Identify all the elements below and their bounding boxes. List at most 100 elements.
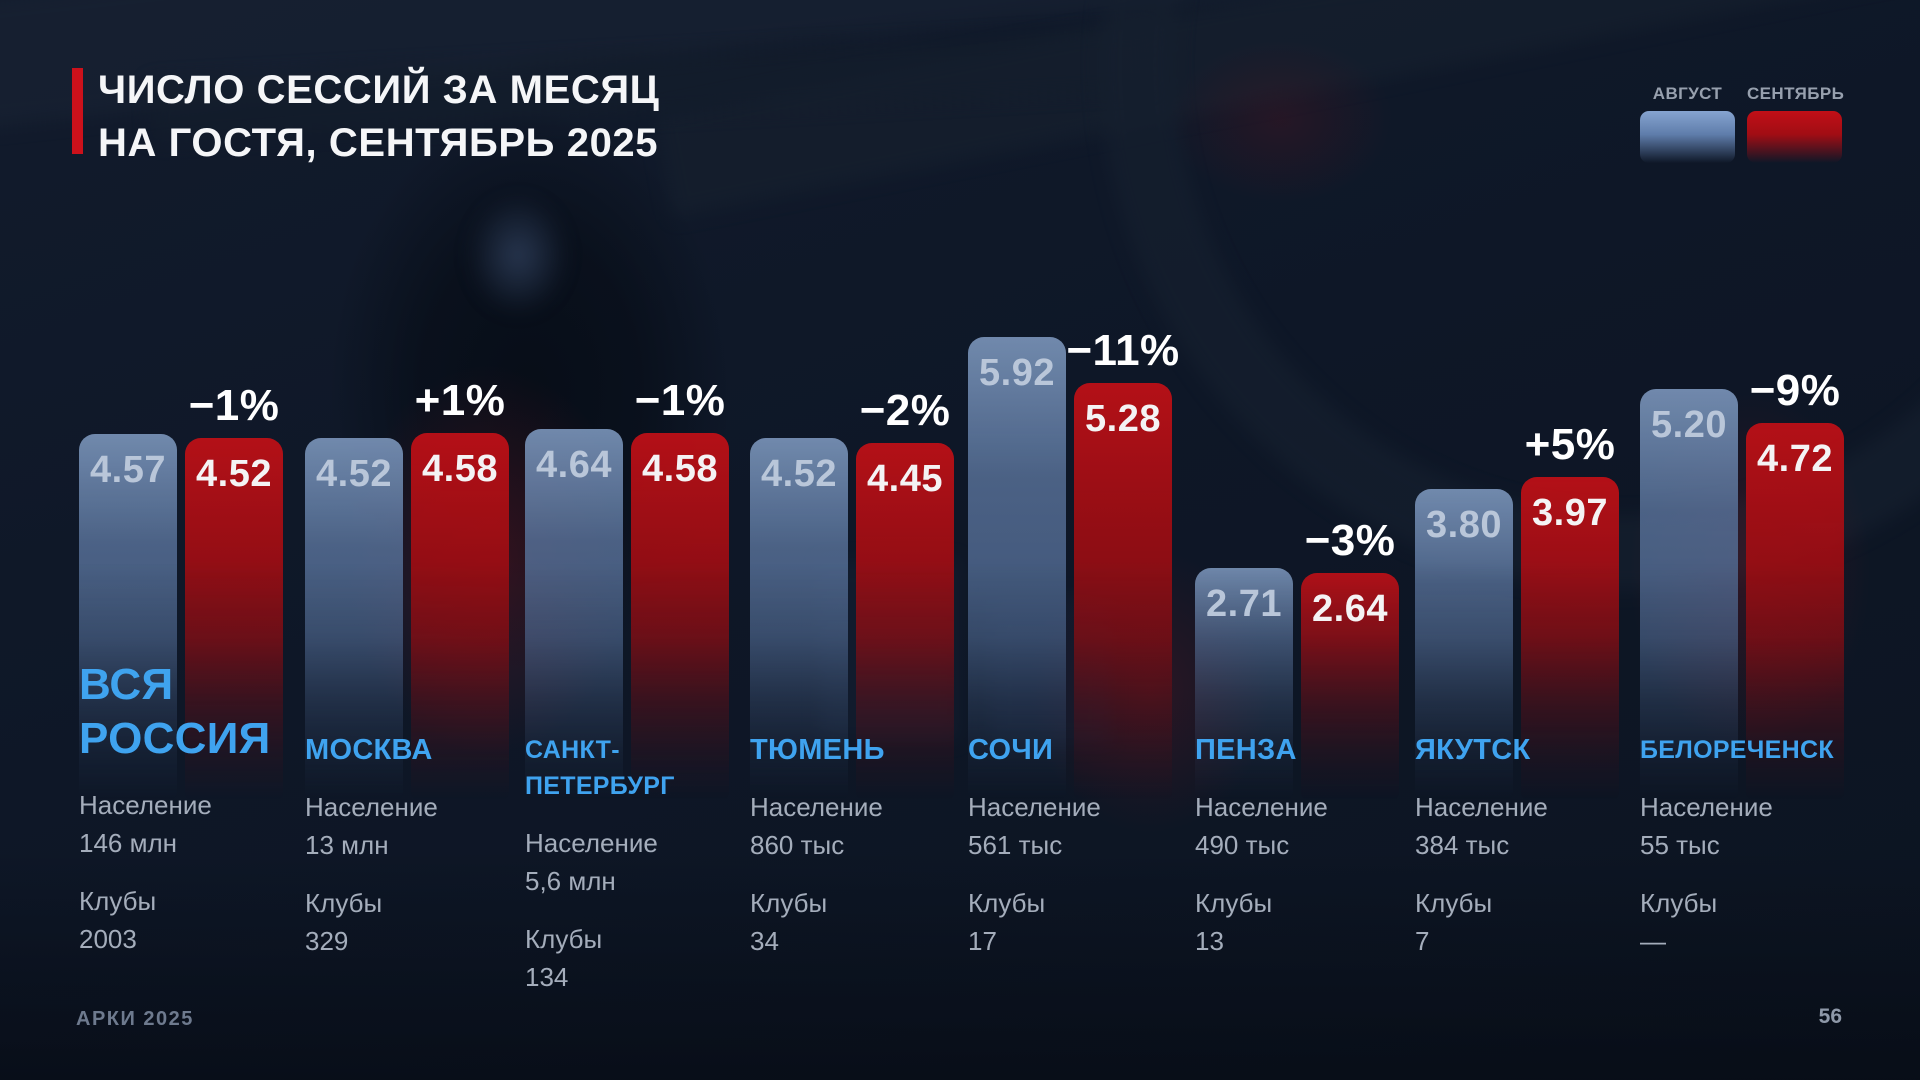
city-name: ЯКУТСК xyxy=(1415,732,1623,768)
city-label-block: ТЮМЕНЬ Население 860 тыс Клубы 34 xyxy=(750,732,958,960)
bar-september xyxy=(411,433,509,802)
change-label: −1% xyxy=(634,376,726,426)
population-stat: Население 5,6 млн xyxy=(525,824,733,900)
population-label: Население xyxy=(1195,792,1328,822)
city-name-line: МОСКВА xyxy=(305,734,433,766)
bar-value-september: 3.97 xyxy=(1532,492,1608,535)
red-glow-shape xyxy=(1130,10,1430,230)
bar-value-august: 5.92 xyxy=(979,351,1055,394)
clubs-value: 134 xyxy=(525,962,569,992)
clubs-label: Клубы xyxy=(750,888,828,918)
city-name: СОЧИ xyxy=(968,732,1176,768)
clubs-value: 17 xyxy=(968,926,997,956)
bar-value-september: 4.52 xyxy=(196,452,272,495)
city-name: САНКТ- ПЕТЕРБУРГ xyxy=(525,732,733,804)
population-value: 5,6 млн xyxy=(525,866,616,896)
clubs-value: 2003 xyxy=(79,924,137,954)
city-name-line: СОЧИ xyxy=(968,734,1054,766)
bar-september xyxy=(1746,423,1844,802)
city-name: ТЮМЕНЬ xyxy=(750,732,958,768)
legend-label-august: АВГУСТ xyxy=(1652,84,1723,103)
bar-august xyxy=(305,437,403,802)
city-name: БЕЛОРЕЧЕНСК xyxy=(1640,732,1848,768)
population-stat: Население 561 тыс xyxy=(968,788,1176,864)
bar-september xyxy=(1301,572,1399,802)
page-title-line2: НА ГОСТЯ, СЕНТЯБРЬ 2025 xyxy=(98,121,659,165)
bar-august xyxy=(79,433,177,802)
city-name: МОСКВА xyxy=(305,732,513,768)
bar-value-august: 5.20 xyxy=(1651,403,1727,446)
city-name-line: САНКТ- xyxy=(525,736,620,764)
bar-value-august: 3.80 xyxy=(1426,504,1502,547)
clubs-label: Клубы xyxy=(525,924,603,954)
population-label: Население xyxy=(79,790,212,820)
city-name-line: ТЮМЕНЬ xyxy=(750,734,885,766)
clubs-label: Клубы xyxy=(79,886,157,916)
bar-august xyxy=(525,428,623,802)
bar-value-september: 4.45 xyxy=(867,457,943,500)
city-name-line: БЕЛОРЕЧЕНСК xyxy=(1640,736,1834,764)
change-label: −3% xyxy=(1304,515,1396,565)
population-stat: Население 860 тыс xyxy=(750,788,958,864)
clubs-stat: Клубы 17 xyxy=(968,884,1176,960)
city-label-block: СОЧИ Население 561 тыс Клубы 17 xyxy=(968,732,1176,960)
bar-september xyxy=(1074,382,1172,802)
city-label-block: ВСЯ РОССИЯ Население 146 млн Клубы 2003 xyxy=(79,658,287,958)
population-value: 490 тыс xyxy=(1195,830,1290,860)
bar-september xyxy=(856,442,954,802)
population-stat: Население 490 тыс xyxy=(1195,788,1403,864)
city-name: ВСЯ РОССИЯ xyxy=(79,658,287,766)
bar-value-september: 4.58 xyxy=(422,448,498,491)
clubs-label: Клубы xyxy=(1415,888,1493,918)
bar-september xyxy=(631,433,729,802)
clubs-value: 329 xyxy=(305,926,349,956)
bar-value-september: 2.64 xyxy=(1312,587,1388,630)
city-label-block: БЕЛОРЕЧЕНСК Население 55 тыс Клубы — xyxy=(1640,732,1848,960)
population-value: 860 тыс xyxy=(750,830,845,860)
population-value: 146 млн xyxy=(79,828,178,858)
page-title: ЧИСЛО СЕССИЙ ЗА МЕСЯЦ НА ГОСТЯ, СЕНТЯБРЬ… xyxy=(98,64,660,170)
change-label: −11% xyxy=(1066,325,1180,375)
bar-value-august: 4.52 xyxy=(316,452,392,495)
page-title-line1: ЧИСЛО СЕССИЙ ЗА МЕСЯЦ xyxy=(98,68,660,112)
city-label-block: ПЕНЗА Население 490 тыс Клубы 13 xyxy=(1195,732,1403,960)
city-name-line: РОССИЯ xyxy=(79,714,271,763)
bar-value-august: 4.64 xyxy=(536,443,612,486)
population-value: 13 млн xyxy=(305,830,389,860)
change-label: −2% xyxy=(859,385,951,435)
population-stat: Население 384 тыс xyxy=(1415,788,1623,864)
population-label: Население xyxy=(305,792,438,822)
page-number: 56 xyxy=(1818,1005,1842,1028)
city-label-block: САНКТ- ПЕТЕРБУРГ Население 5,6 млн Клубы 134 xyxy=(525,732,733,996)
clubs-stat: Клубы 329 xyxy=(305,884,513,960)
change-label: −9% xyxy=(1749,366,1841,416)
city-name-line: ПЕНЗА xyxy=(1195,734,1297,766)
legend-item-september: СЕНТЯБРЬ xyxy=(1747,84,1844,163)
population-label: Население xyxy=(968,792,1101,822)
clubs-value: 7 xyxy=(1415,926,1430,956)
clubs-stat: Клубы 2003 xyxy=(79,882,287,958)
change-label: +1% xyxy=(414,376,506,426)
desk-shadow-band xyxy=(0,850,1920,1080)
clubs-value: 34 xyxy=(750,926,779,956)
clubs-stat: Клубы 134 xyxy=(525,920,733,996)
bar-value-september: 4.58 xyxy=(642,448,718,491)
legend: АВГУСТ СЕНТЯБРЬ xyxy=(1640,84,1844,163)
bar-august xyxy=(1195,567,1293,802)
change-label: −1% xyxy=(188,380,280,430)
legend-swatch-september xyxy=(1747,111,1842,163)
clubs-label: Клубы xyxy=(305,888,383,918)
title-block: ЧИСЛО СЕССИЙ ЗА МЕСЯЦ НА ГОСТЯ, СЕНТЯБРЬ… xyxy=(72,64,660,170)
bar-september xyxy=(1521,477,1619,802)
population-stat: Население 55 тыс xyxy=(1640,788,1848,864)
legend-swatch-august xyxy=(1640,111,1735,163)
clubs-stat: Клубы 34 xyxy=(750,884,958,960)
city-name-line: ЯКУТСК xyxy=(1415,734,1531,766)
population-value: 384 тыс xyxy=(1415,830,1510,860)
population-label: Население xyxy=(750,792,883,822)
city-label-block: МОСКВА Население 13 млн Клубы 329 xyxy=(305,732,513,960)
bar-august xyxy=(968,336,1066,802)
city-name-line: ВСЯ xyxy=(79,660,174,709)
